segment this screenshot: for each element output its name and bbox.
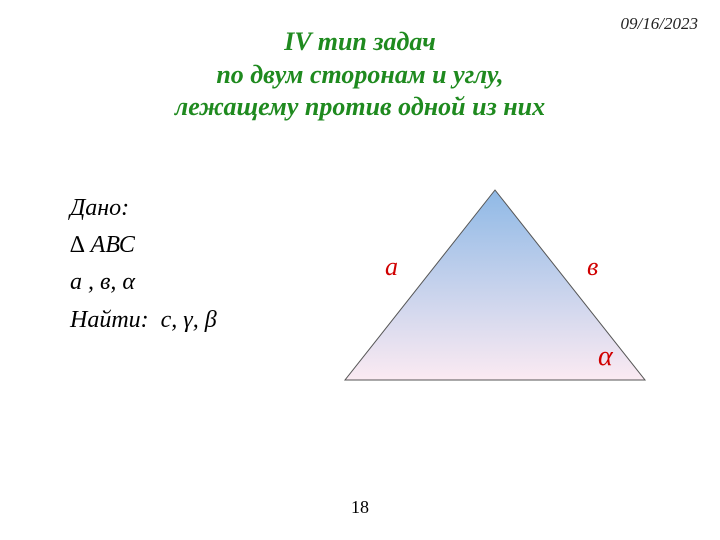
side-label-a: а [385, 252, 398, 281]
angle-label-alpha: α [598, 341, 614, 372]
title-line-3: лежащему против одной из них [175, 92, 545, 121]
given-block: Дано: ∆ АВС а , в, α Найти: с, γ, β [70, 190, 217, 339]
given-triangle: ∆ АВС [70, 227, 217, 264]
find-label: Найти: [70, 307, 149, 333]
title-line-1: IV тип задач [284, 27, 435, 56]
triangle-svg: а в α [325, 180, 665, 410]
page-number: 18 [0, 497, 720, 518]
find-values: с, γ, β [161, 307, 217, 333]
side-label-b: в [587, 252, 598, 281]
find-line: Найти: с, γ, β [70, 302, 217, 339]
page-title: IV тип задач по двум сторонам и углу, ле… [0, 26, 720, 124]
given-label: Дано: [70, 190, 217, 227]
title-line-2: по двум сторонам и углу, [216, 60, 503, 89]
given-values: а , в, α [70, 264, 217, 301]
triangle-diagram: а в α [325, 180, 665, 410]
